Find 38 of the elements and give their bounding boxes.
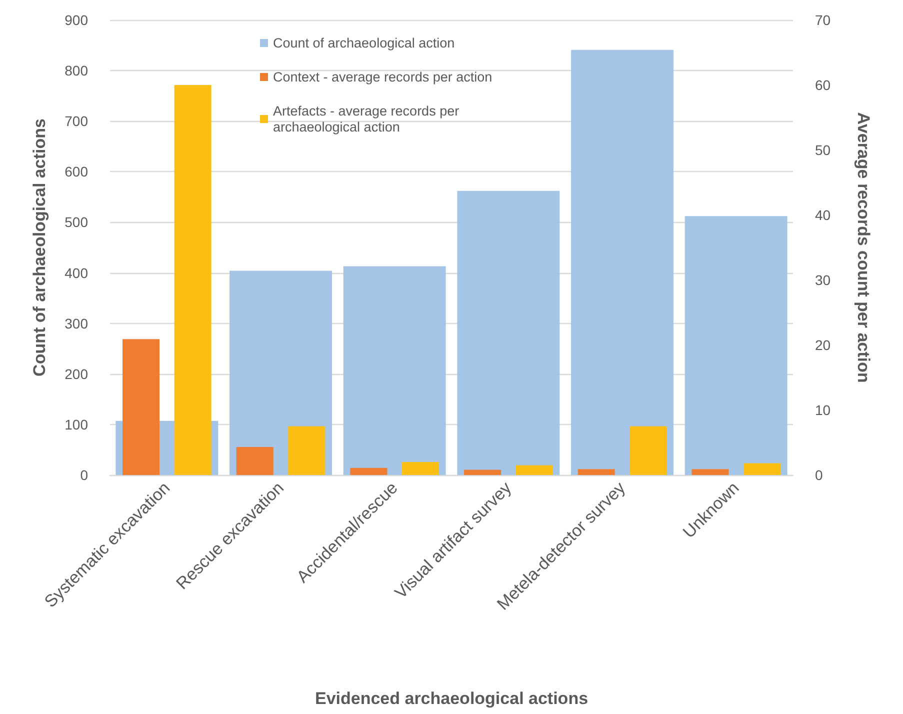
- y-tick-label: 100: [64, 416, 88, 432]
- bar: [464, 470, 502, 475]
- bar: [350, 468, 388, 475]
- y2-tick-label: 10: [815, 402, 831, 418]
- y2-tick-label: 70: [815, 12, 831, 28]
- y-tick-label: 400: [64, 264, 88, 281]
- y-tick-label: 0: [80, 467, 88, 483]
- y2-axis-title: Average records count per action: [854, 112, 873, 383]
- y2-tick-label: 0: [815, 467, 823, 483]
- y-tick-label: 200: [64, 366, 88, 382]
- bar: [571, 50, 674, 475]
- y-tick-label: 700: [64, 113, 88, 130]
- bar: [630, 426, 667, 475]
- bar: [578, 469, 615, 475]
- bar: [516, 465, 553, 475]
- bar: [343, 266, 446, 475]
- x-axis-title: Evidenced archaeological actions: [314, 689, 588, 708]
- legend-label: Context - average records per action: [273, 70, 492, 84]
- legend-label: Count of archaeological action: [273, 36, 455, 50]
- y2-tick-label: 20: [815, 337, 831, 353]
- y2-tick-label: 50: [815, 142, 831, 158]
- bar: [692, 469, 729, 475]
- y-tick-label: 600: [64, 164, 88, 180]
- y-tick-label: 300: [64, 315, 88, 332]
- y-axis-title: Count of archaeological actions: [30, 118, 49, 376]
- y2-tick-label: 40: [815, 207, 831, 223]
- y-tick-label: 900: [64, 12, 88, 28]
- y-tick-label: 500: [64, 214, 88, 230]
- bar: [288, 426, 326, 475]
- bar: [457, 190, 560, 475]
- bar: [402, 462, 439, 475]
- y-tick-label: 800: [64, 62, 88, 79]
- bar: [684, 216, 788, 475]
- y2-tick-label: 60: [815, 77, 831, 93]
- y2-tick-label: 30: [815, 272, 831, 288]
- bar: [236, 447, 274, 475]
- bar: [743, 463, 780, 475]
- legend-label: Artefacts - average records per archaeological action: [273, 104, 463, 134]
